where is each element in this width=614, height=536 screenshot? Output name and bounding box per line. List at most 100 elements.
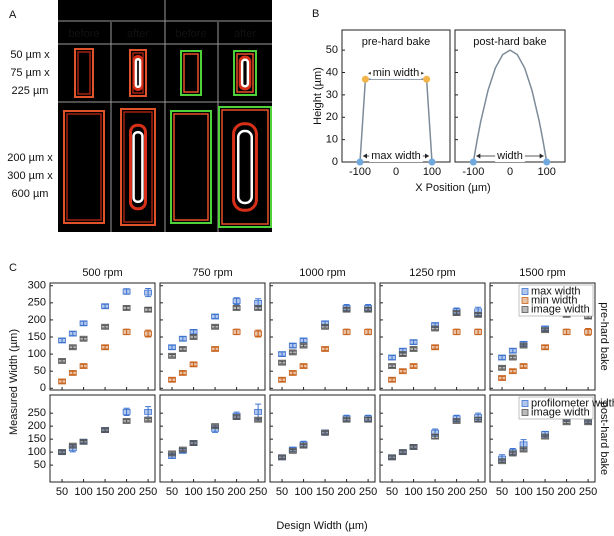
data-point — [178, 346, 187, 352]
data-point — [398, 449, 407, 456]
error-bar — [255, 417, 262, 422]
column-header: before — [68, 28, 99, 40]
x-tick-label: -100 — [462, 166, 484, 178]
error-bar — [233, 415, 240, 419]
data-point — [364, 306, 373, 313]
data-point — [452, 418, 461, 424]
error-bar — [520, 343, 527, 348]
error-bar — [179, 447, 186, 452]
data-point — [232, 298, 241, 305]
error-bar — [410, 339, 417, 345]
error-bar — [59, 450, 66, 454]
data-point — [178, 335, 187, 342]
error-bar — [80, 363, 87, 369]
error-bar — [563, 420, 570, 425]
x-tick-label: 100 — [404, 486, 422, 498]
data-point — [144, 416, 153, 423]
data-point — [254, 330, 263, 337]
data-point — [101, 323, 109, 330]
data-point — [431, 433, 439, 440]
data-point — [168, 376, 176, 383]
profile-marker — [361, 75, 369, 83]
error-bar — [300, 363, 307, 369]
data-point — [562, 328, 571, 335]
y-tick-label: 0 — [40, 382, 46, 394]
x-tick-label: 50 — [276, 486, 288, 498]
plot-frame — [269, 394, 376, 483]
annotation-background — [370, 67, 422, 80]
y-tick-label: 250 — [28, 297, 46, 309]
error-bar — [179, 347, 186, 351]
data-point — [68, 330, 77, 337]
error-bar — [499, 365, 506, 370]
error-bar — [102, 428, 109, 432]
data-point — [299, 442, 308, 449]
error-bar — [322, 346, 329, 352]
data-point — [364, 416, 373, 423]
specimen — [180, 50, 202, 96]
data-point — [431, 325, 439, 332]
specimen-core — [134, 57, 142, 89]
x-tick-label: 200 — [557, 486, 575, 498]
error-bar — [389, 364, 396, 368]
data-point — [79, 335, 88, 342]
plot-title: post-hard bake — [473, 36, 546, 48]
profile-marker — [469, 158, 477, 166]
data-point — [541, 327, 549, 334]
error-bar — [233, 305, 240, 311]
data-point — [474, 328, 483, 335]
legend-swatch — [521, 409, 529, 416]
specimen-core — [238, 55, 252, 91]
data-point — [321, 323, 329, 330]
data-point — [321, 346, 329, 352]
data-point — [101, 344, 109, 351]
x-tick-label: 150 — [206, 486, 224, 498]
y-axis-label: Height (µm) — [312, 67, 324, 125]
data-point — [79, 363, 88, 369]
error-bar — [102, 324, 109, 329]
profile-marker — [543, 158, 551, 166]
error-bar — [255, 305, 262, 311]
y-tick-label: 200 — [28, 420, 46, 432]
data-point — [474, 311, 483, 318]
error-bar — [190, 329, 197, 335]
error-bar — [399, 450, 406, 454]
x-tick-label: 250 — [359, 486, 377, 498]
specimen — [123, 111, 153, 223]
data-point — [178, 370, 187, 376]
error-bar — [59, 379, 66, 384]
data-point — [79, 438, 88, 445]
plot-frame — [159, 394, 266, 483]
error-bar — [389, 354, 396, 361]
data-point — [299, 342, 308, 349]
error-bar — [179, 370, 186, 376]
annotation: min width — [373, 67, 419, 79]
x-tick-label: 200 — [227, 486, 245, 498]
error-bar — [389, 455, 396, 460]
error-bar — [499, 459, 506, 464]
column-header: before — [175, 28, 206, 40]
data-point — [168, 450, 176, 457]
x-axis-label: Design Width (µm) — [276, 520, 367, 532]
data-point — [388, 376, 396, 383]
data-point — [409, 346, 418, 352]
error-bar — [509, 355, 516, 360]
specimen-core — [132, 130, 144, 204]
data-point — [168, 352, 176, 359]
error-bar — [509, 368, 516, 374]
data-point — [278, 454, 286, 461]
data-point — [178, 446, 187, 453]
data-point — [409, 339, 418, 346]
error-bar — [322, 430, 329, 435]
specimen-core — [129, 123, 147, 211]
data-point — [278, 376, 286, 383]
y-tick-label: 200 — [28, 314, 46, 326]
plot-frame — [379, 282, 486, 391]
plot-frame — [49, 282, 156, 391]
plot-frame — [454, 29, 566, 163]
x-tick-label: 150 — [426, 486, 444, 498]
specimen-core — [240, 58, 250, 88]
error-bar — [279, 360, 286, 365]
specimen — [221, 109, 269, 225]
